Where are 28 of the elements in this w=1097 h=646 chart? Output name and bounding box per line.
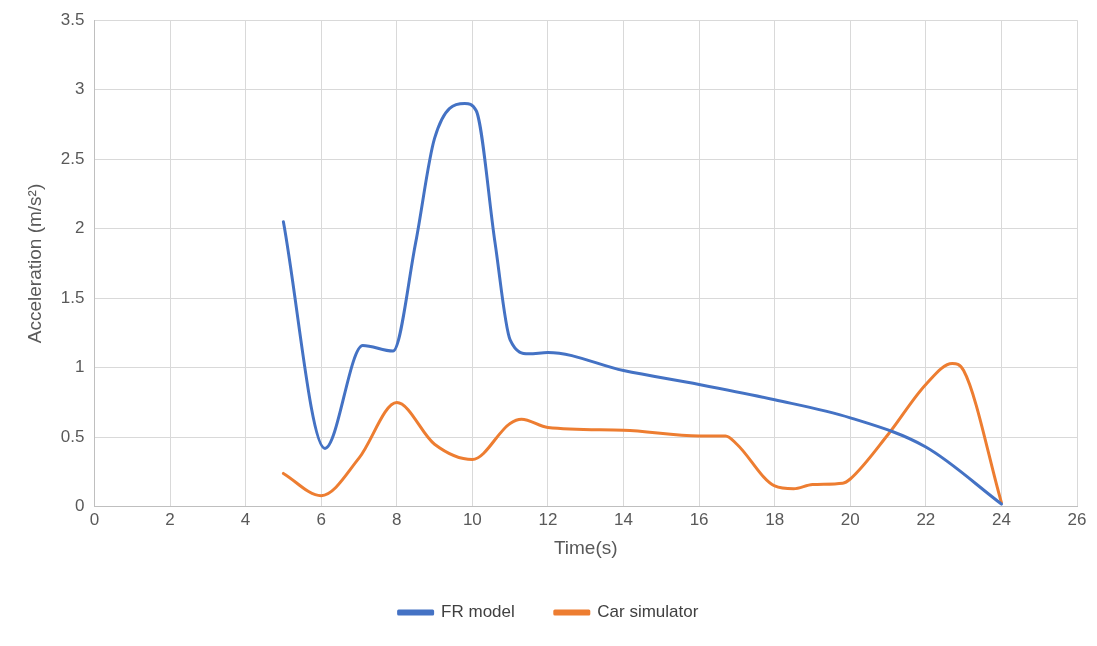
y-tick-label: 2 bbox=[74, 218, 85, 238]
legend-label: Car simulator bbox=[597, 602, 699, 622]
y-tick-label: 1 bbox=[74, 357, 85, 377]
x-tick-label: 10 bbox=[462, 509, 482, 529]
x-tick-label: 24 bbox=[991, 509, 1011, 529]
x-tick-label: 0 bbox=[89, 509, 100, 529]
y-tick-label: 1.5 bbox=[60, 287, 85, 307]
x-tick-label: 8 bbox=[392, 509, 402, 529]
line-series bbox=[281, 102, 1003, 506]
y-tick-label: 3.5 bbox=[60, 9, 85, 29]
x-tick-label: 12 bbox=[538, 509, 558, 529]
y-tick-label: 0.5 bbox=[60, 426, 85, 446]
x-tick-label: 20 bbox=[840, 509, 860, 529]
x-tick-label: 4 bbox=[240, 509, 251, 529]
line-series bbox=[281, 362, 1003, 505]
x-tick-label: 14 bbox=[614, 509, 633, 529]
x-axis-title: Time(s) bbox=[553, 536, 618, 558]
y-tick-label: 3 bbox=[74, 79, 85, 99]
legend-label: FR model bbox=[441, 602, 515, 622]
y-tick-label: 2.5 bbox=[60, 148, 85, 168]
y-tick-label: 0 bbox=[74, 496, 85, 516]
x-tick-label: 16 bbox=[689, 509, 709, 529]
x-tick-label: 2 bbox=[165, 509, 175, 529]
x-tick-label: 18 bbox=[765, 509, 785, 529]
x-tick-label: 6 bbox=[316, 509, 326, 529]
x-tick-label: 22 bbox=[916, 509, 936, 529]
y-axis-title: Acceleration (m/s²) bbox=[23, 183, 45, 344]
x-tick-label: 26 bbox=[1067, 509, 1087, 529]
